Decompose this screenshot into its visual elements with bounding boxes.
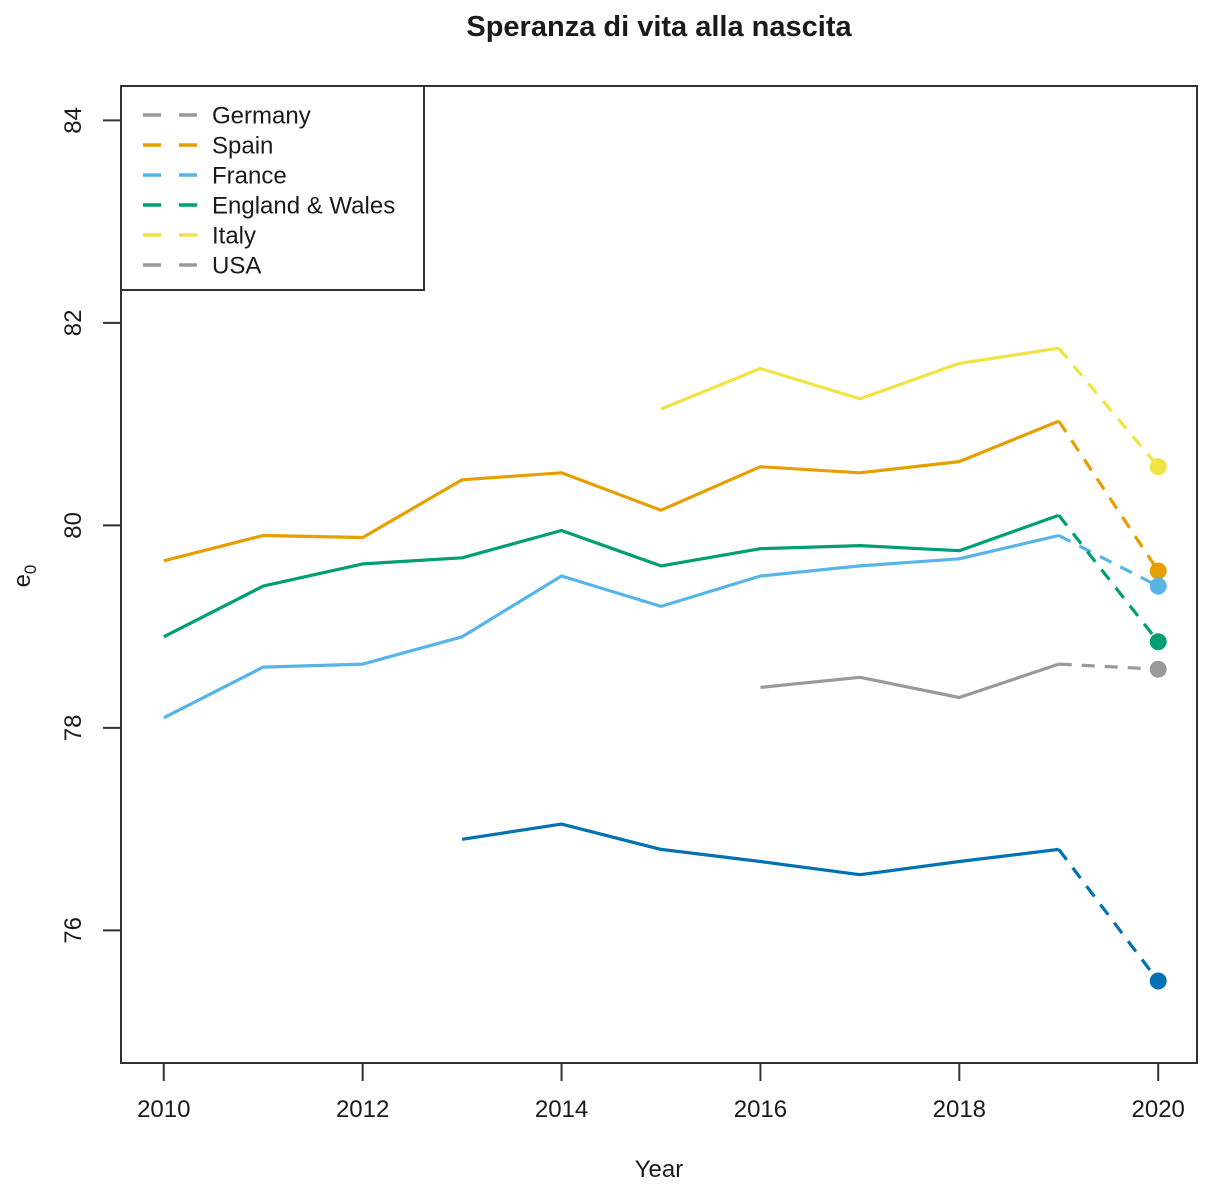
series-dashed-segment-italy bbox=[1057, 347, 1160, 468]
legend-item-france: France bbox=[143, 163, 287, 190]
series-line-usa bbox=[461, 822, 1059, 877]
series-line-italy bbox=[660, 346, 1060, 411]
series-endpoint-marker-france bbox=[1149, 577, 1167, 595]
series-lines bbox=[163, 346, 1167, 990]
series-line-germany bbox=[760, 662, 1060, 700]
x-tick-label: 2018 bbox=[933, 1096, 986, 1123]
legend-item-usa: USA bbox=[143, 253, 261, 280]
legend-box bbox=[120, 85, 425, 291]
legend: Germany Spain France England & Wales Italy US… bbox=[120, 85, 425, 291]
legend-item-spain: Spain bbox=[143, 133, 273, 160]
y-tick-label: 80 bbox=[60, 512, 87, 539]
series-dashed-segment-france bbox=[1058, 534, 1159, 588]
plot-frame bbox=[120, 85, 1198, 1064]
legend-label: Germany bbox=[212, 103, 311, 130]
legend-item-germany: Germany bbox=[143, 103, 311, 130]
y-axis-label: e0 bbox=[9, 565, 40, 588]
legend-label: Italy bbox=[212, 223, 256, 250]
series-dashed-segment-england-wales bbox=[1057, 514, 1160, 643]
legend-item-england-wales: England & Wales bbox=[143, 193, 395, 220]
series-dashed-segment-germany bbox=[1058, 662, 1159, 671]
series-line-france bbox=[163, 533, 1060, 720]
y-axis-label-base: e bbox=[9, 574, 36, 587]
x-tick-label: 2020 bbox=[1132, 1096, 1185, 1123]
series-line-spain bbox=[163, 419, 1060, 563]
series-endpoint-marker-italy bbox=[1149, 458, 1167, 476]
series-line-england-wales bbox=[163, 513, 1060, 639]
y-tick-label: 76 bbox=[60, 917, 87, 944]
series-dashed-segment-spain bbox=[1057, 420, 1160, 572]
series-dashed-segment-usa bbox=[1057, 848, 1160, 982]
x-axis-label: Year bbox=[635, 1156, 684, 1183]
axes: 2010 2012 2014 2016 2018 2020 76 78 80 82 84 bbox=[60, 85, 1198, 1123]
legend-label: Spain bbox=[212, 133, 273, 160]
x-tick-label: 2012 bbox=[336, 1096, 389, 1123]
legend-item-italy: Italy bbox=[143, 223, 256, 250]
legend-label: USA bbox=[212, 253, 261, 280]
x-tick-label: 2014 bbox=[535, 1096, 588, 1123]
y-tick-label: 78 bbox=[60, 715, 87, 742]
legend-label: England & Wales bbox=[212, 193, 395, 220]
x-tick-label: 2016 bbox=[734, 1096, 787, 1123]
y-axis-label-subscript: 0 bbox=[21, 565, 40, 574]
series-endpoint-marker-spain bbox=[1149, 562, 1167, 580]
series-endpoint-marker-england-wales bbox=[1149, 633, 1167, 651]
x-tick-label: 2010 bbox=[137, 1096, 190, 1123]
chart-title: Speranza di vita alla nascita bbox=[466, 11, 852, 43]
series-endpoint-marker-usa bbox=[1149, 972, 1167, 990]
y-tick-label: 82 bbox=[60, 310, 87, 337]
y-tick-label: 84 bbox=[60, 107, 87, 134]
series-endpoint-marker-germany bbox=[1149, 660, 1167, 678]
legend-label: France bbox=[212, 163, 287, 190]
